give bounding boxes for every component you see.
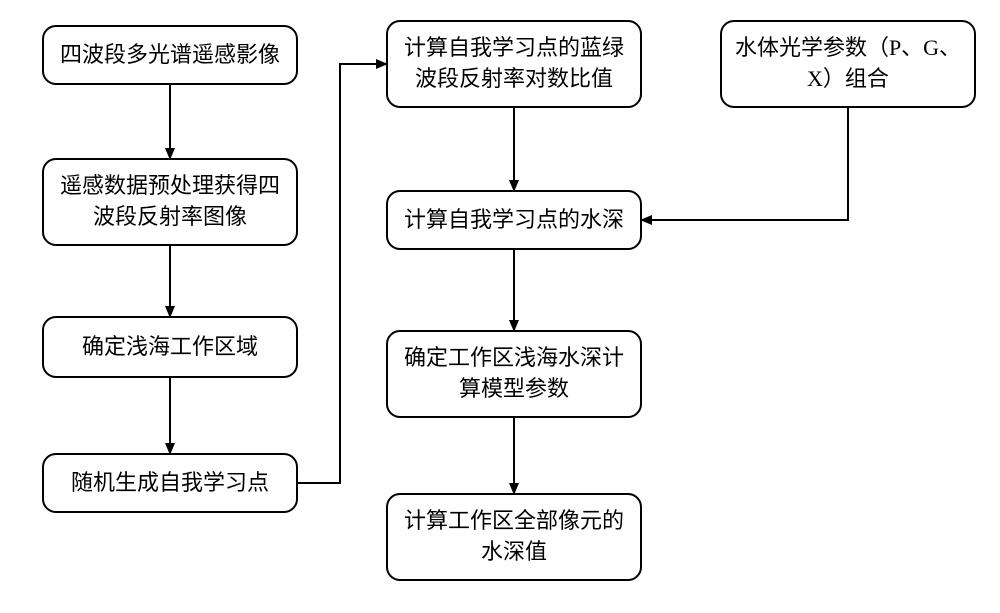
flowchart-node-a4: 随机生成自我学习点 bbox=[42, 453, 298, 513]
flowchart-node-c1: 水体光学参数（P、G、X）组合 bbox=[720, 20, 976, 108]
node-label: 计算自我学习点的蓝绿波段反射率对数比值 bbox=[400, 33, 628, 95]
flowchart-node-a1: 四波段多光谱遥感影像 bbox=[42, 25, 298, 85]
flowchart-node-a2: 遥感数据预处理获得四波段反射率图像 bbox=[42, 158, 298, 246]
flowchart-node-a3: 确定浅海工作区域 bbox=[42, 316, 298, 378]
node-label: 随机生成自我学习点 bbox=[71, 468, 269, 499]
node-label: 四波段多光谱遥感影像 bbox=[60, 40, 280, 71]
flowchart-node-b1: 计算自我学习点的蓝绿波段反射率对数比值 bbox=[386, 20, 642, 108]
node-label: 遥感数据预处理获得四波段反射率图像 bbox=[56, 171, 284, 233]
node-label: 计算自我学习点的水深 bbox=[404, 205, 624, 236]
edge-c1-b2 bbox=[642, 108, 848, 220]
node-label: 水体光学参数（P、G、X）组合 bbox=[734, 33, 962, 95]
flowchart-node-b4: 计算工作区全部像元的水深值 bbox=[386, 493, 642, 581]
edge-a4-b1 bbox=[298, 64, 386, 483]
node-label: 计算工作区全部像元的水深值 bbox=[400, 506, 628, 568]
node-label: 确定浅海工作区域 bbox=[82, 332, 258, 363]
node-label: 确定工作区浅海水深计算模型参数 bbox=[400, 343, 628, 405]
flowchart-node-b2: 计算自我学习点的水深 bbox=[386, 190, 642, 250]
flowchart-node-b3: 确定工作区浅海水深计算模型参数 bbox=[386, 330, 642, 418]
